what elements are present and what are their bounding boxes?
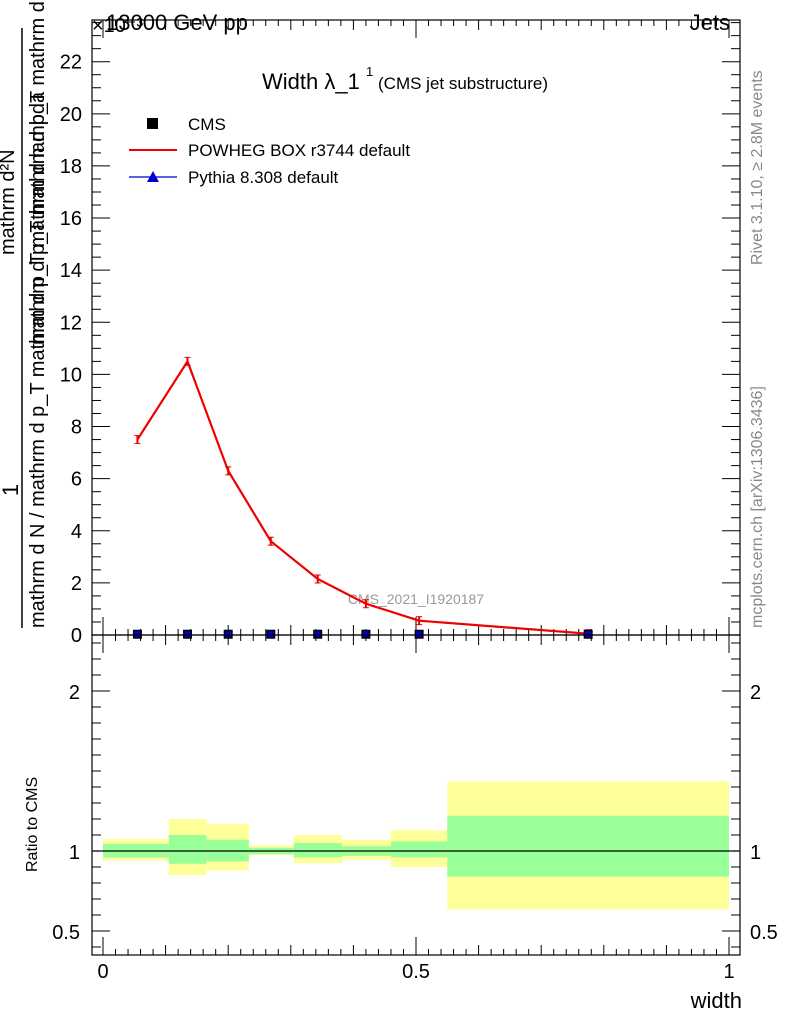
- ratio-y-tick-label-right: 1: [750, 842, 761, 864]
- ratio-y-tick-label: 2: [69, 682, 80, 704]
- ratio-inner-band: [447, 815, 729, 877]
- ylabel-middle: mathrm d p_T mathrm d p_T mathrm d lambd…: [27, 0, 49, 345]
- main-plot-frame: [91, 19, 741, 636]
- y-tick-label: 10: [60, 364, 82, 386]
- ratio-y-tick-label: 1: [69, 842, 80, 864]
- ratio-x-ticks: 0 0.5 1: [97, 635, 735, 983]
- pythia-data-point: [314, 631, 321, 638]
- y-scale-exponent: ×10⁻³: [92, 15, 143, 37]
- pythia-data-point: [362, 631, 369, 638]
- legend-marker-pythia: [147, 171, 159, 182]
- chart-title-superscript: 1: [366, 64, 373, 79]
- mcplots-label: mcplots.cern.ch [arXiv:1306.3436]: [749, 386, 766, 628]
- ratio-y-tick-label: 0.5: [52, 922, 80, 944]
- main-y-ticks: 0 2 4 6 8 10 12 14 16 18 20 22: [60, 22, 740, 647]
- ratio-inner-band: [168, 835, 207, 864]
- y-tick-label: 6: [71, 469, 82, 491]
- pythia-data-point: [225, 631, 232, 638]
- pythia-data-point: [416, 631, 423, 638]
- y-tick-label: 0: [71, 625, 82, 647]
- legend-label-powheg: POWHEG BOX r3744 default: [188, 141, 410, 160]
- main-series-layer: [132, 356, 593, 639]
- legend-marker-cms: [147, 118, 158, 129]
- ratio-inner-band: [293, 843, 343, 858]
- pythia-data-point: [134, 631, 141, 638]
- pythia-data-point: [585, 631, 592, 638]
- main-ylabel: 1 mathrm d²N mathrm d p_T mathrm d p_T m…: [0, 0, 49, 628]
- y-tick-label: 8: [71, 417, 82, 439]
- chart-subtitle: (CMS jet substructure): [378, 74, 548, 93]
- ratio-y-tick-label-right: 2: [750, 682, 761, 704]
- ratio-ylabel: Ratio to CMS: [24, 777, 41, 872]
- ratio-inner-band: [390, 841, 448, 858]
- chart-title-text: Width λ_1: [262, 69, 360, 94]
- legend-label-pythia: Pythia 8.308 default: [188, 168, 339, 187]
- header-left-label: 13000 GeV pp: [106, 10, 248, 35]
- header-right-label: Jets: [690, 10, 730, 35]
- pythia-data-point: [267, 631, 274, 638]
- powheg-line: [136, 358, 589, 635]
- x-axis-label: width: [690, 988, 742, 1013]
- x-tick-label: 1: [723, 961, 734, 983]
- ylabel-bottom: mathrm d N / mathrm d p_T mathrm d p_T m…: [27, 91, 49, 628]
- x-tick-label: 0.5: [402, 961, 430, 983]
- y-tick-label: 14: [60, 260, 82, 282]
- legend: CMS POWHEG BOX r3744 default Pythia 8.30…: [129, 115, 410, 187]
- y-tick-label: 4: [71, 521, 82, 543]
- ratio-bands-layer: [92, 781, 740, 910]
- y-tick-label: 20: [60, 104, 82, 126]
- ratio-y-ticks: 0.5 0.5 1 1 2 2: [52, 642, 778, 948]
- main-x-ticks: [102, 20, 730, 635]
- y-tick-label: 18: [60, 156, 82, 178]
- y-tick-label: 12: [60, 312, 82, 334]
- rivet-label: Rivet 3.1.10, ≥ 2.8M events: [749, 70, 766, 265]
- ylabel-numerator: 1: [0, 484, 23, 496]
- x-tick-label: 0: [97, 961, 108, 983]
- y-tick-label: 22: [60, 52, 82, 74]
- y-tick-label: 16: [60, 208, 82, 230]
- pythia-data-point: [184, 631, 191, 638]
- ylabel-top: mathrm d²N: [0, 149, 19, 255]
- y-tick-label: 2: [71, 573, 82, 595]
- chart-title: Width λ_1: [262, 69, 360, 94]
- legend-label-cms: CMS: [188, 115, 226, 134]
- ratio-y-tick-label-right: 0.5: [750, 922, 778, 944]
- analysis-watermark: CMS_2021_I1920187: [348, 591, 484, 607]
